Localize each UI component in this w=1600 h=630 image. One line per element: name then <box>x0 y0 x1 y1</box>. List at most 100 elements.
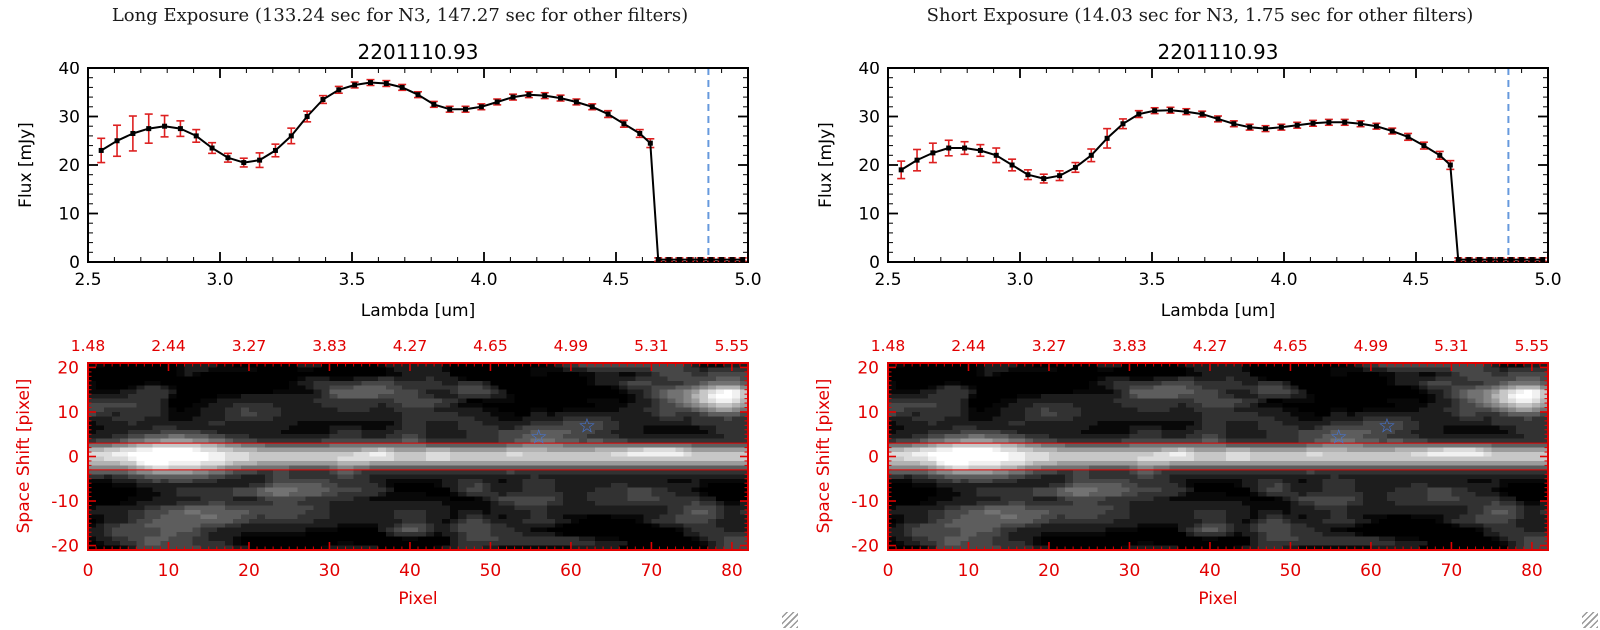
tick-label: 30 <box>58 108 80 128</box>
tick-label: 20 <box>858 156 880 176</box>
top-wavelength-label: 4.99 <box>554 337 589 355</box>
top-wavelength-label: 5.55 <box>715 337 750 355</box>
tick-label: 20 <box>58 156 80 176</box>
tick-label: 3.0 <box>206 270 233 290</box>
tick-label: 2.5 <box>74 270 101 290</box>
top-wavelength-label: 3.27 <box>232 337 267 355</box>
tick-label: 3.5 <box>338 270 365 290</box>
top-wavelength-label: 5.31 <box>1434 337 1469 355</box>
star-icon: ☆ <box>1378 413 1396 437</box>
long-exposure-panel: Long Exposure (133.24 sec for N3, 147.27… <box>14 5 798 628</box>
tick-label: 20 <box>57 358 79 378</box>
spectrum-axes: 2.5 3.0 3.5 4.0 4.5 5.0 0 10 20 30 40 <box>58 62 761 290</box>
tick-label: 10 <box>57 403 79 423</box>
object-id-title: 2201110.93 <box>1157 40 1279 64</box>
top-wavelength-label: 4.27 <box>1193 337 1228 355</box>
star-icon: ☆ <box>1330 424 1348 448</box>
data-point-markers <box>898 107 1546 263</box>
short-exposure-panel: Short Exposure (14.03 sec for N3, 1.75 s… <box>800 0 1600 630</box>
spectrum-line <box>900 109 1543 261</box>
tick-label: 70 <box>1441 561 1463 581</box>
image-axes: 0 10 20 30 40 50 60 70 80 1.48 2.44 3.27 3.83 4.27 4.6… <box>51 337 749 581</box>
tick-label: 60 <box>560 561 582 581</box>
top-wavelength-label: 2.44 <box>151 337 186 355</box>
tick-label: -20 <box>851 537 879 557</box>
tick-label: 30 <box>1119 561 1141 581</box>
spectrum-chart: 2.5 3.0 3.5 4.0 4.5 5.0 0 10 20 30 40 <box>858 62 1561 290</box>
panel-title: Short Exposure (14.03 sec for N3, 1.75 s… <box>926 5 1474 26</box>
tick-label: 10 <box>158 561 180 581</box>
tick-label: 70 <box>641 561 663 581</box>
tick-label: 0 <box>883 561 894 581</box>
top-wavelength-label: 5.31 <box>634 337 669 355</box>
tick-label: 0 <box>868 448 879 468</box>
spectrum-axes: 2.5 3.0 3.5 4.0 4.5 5.0 0 10 20 30 40 <box>858 62 1561 290</box>
tick-label: 10 <box>858 205 880 225</box>
spectrum-line <box>100 81 743 261</box>
spectrum-chart: 2.5 3.0 3.5 4.0 4.5 5.0 0 10 20 30 40 <box>58 62 761 290</box>
error-bars <box>897 106 1547 263</box>
star-icon: ☆ <box>578 413 596 437</box>
tick-label: -10 <box>51 492 79 512</box>
top-wavelength-label: 2.44 <box>951 337 986 355</box>
top-wavelength-label: 3.83 <box>1112 337 1147 355</box>
tick-label: 3.5 <box>1138 270 1165 290</box>
tick-label: 40 <box>58 62 80 79</box>
tick-label: 80 <box>1521 561 1543 581</box>
tick-label: 0 <box>83 561 94 581</box>
tick-label: 50 <box>1280 561 1302 581</box>
tick-label: 20 <box>238 561 260 581</box>
lambda-axis-label: Lambda [um] <box>1160 301 1276 321</box>
tick-label: 4.5 <box>1402 270 1429 290</box>
tick-label: 2.5 <box>874 270 901 290</box>
tick-label: 80 <box>721 561 743 581</box>
tick-label: 0 <box>69 253 80 273</box>
tick-label: 5.0 <box>1534 270 1561 290</box>
panel-title: Long Exposure (133.24 sec for N3, 147.27… <box>111 5 689 26</box>
top-wavelength-label: 4.99 <box>1354 337 1389 355</box>
tick-label: 60 <box>1360 561 1382 581</box>
pixel-axis-label: Pixel <box>1198 589 1238 609</box>
image-axes: 0 10 20 30 40 50 60 70 80 1.48 2.44 3.27 3.83 4.27 4.6… <box>851 337 1549 581</box>
top-wavelength-label: 3.27 <box>1032 337 1067 355</box>
top-wavelength-label: 5.55 <box>1515 337 1550 355</box>
lambda-axis-label: Lambda [um] <box>360 301 476 321</box>
tick-label: 4.0 <box>470 270 497 290</box>
2d-spectrum-image <box>888 363 1548 550</box>
top-wavelength-label: 4.65 <box>1273 337 1308 355</box>
resize-grip-icon[interactable] <box>1582 612 1598 628</box>
tick-label: 20 <box>1038 561 1060 581</box>
tick-label: 30 <box>319 561 341 581</box>
tick-label: 10 <box>857 403 879 423</box>
tick-label: 0 <box>869 253 880 273</box>
pixel-axis-label: Pixel <box>398 589 438 609</box>
tick-label: 40 <box>858 62 880 79</box>
star-markers: ☆ ☆ <box>530 413 596 448</box>
tick-label: 3.0 <box>1006 270 1033 290</box>
star-markers: ☆ ☆ <box>1330 413 1396 448</box>
tick-label: 4.5 <box>602 270 629 290</box>
star-icon: ☆ <box>530 424 548 448</box>
top-wavelength-label: 1.48 <box>871 337 906 355</box>
2d-spectrum-axes: 0 10 20 30 40 50 60 70 80 1.48 2.44 3.27 3.83 4.27 4.6… <box>851 337 1549 581</box>
data-point-markers <box>98 80 746 263</box>
tick-label: 4.0 <box>1270 270 1297 290</box>
top-wavelength-label: 4.65 <box>473 337 508 355</box>
top-wavelength-label: 4.27 <box>393 337 428 355</box>
tick-label: 50 <box>480 561 502 581</box>
resize-grip-icon[interactable] <box>782 612 798 628</box>
tick-label: 40 <box>399 561 421 581</box>
error-bars <box>97 78 747 263</box>
tick-label: -20 <box>51 537 79 557</box>
tick-label: 0 <box>68 448 79 468</box>
object-id-title: 2201110.93 <box>357 40 479 64</box>
tick-label: 30 <box>858 108 880 128</box>
tick-label: 40 <box>1199 561 1221 581</box>
tick-label: 5.0 <box>734 270 761 290</box>
tick-label: 20 <box>857 358 879 378</box>
top-wavelength-label: 1.48 <box>71 337 106 355</box>
2d-spectrum-image <box>88 363 748 550</box>
2d-spectrum-axes: 0 10 20 30 40 50 60 70 80 1.48 2.44 3.27 3.83 4.27 4.6… <box>51 337 749 581</box>
tick-label: 10 <box>58 205 80 225</box>
